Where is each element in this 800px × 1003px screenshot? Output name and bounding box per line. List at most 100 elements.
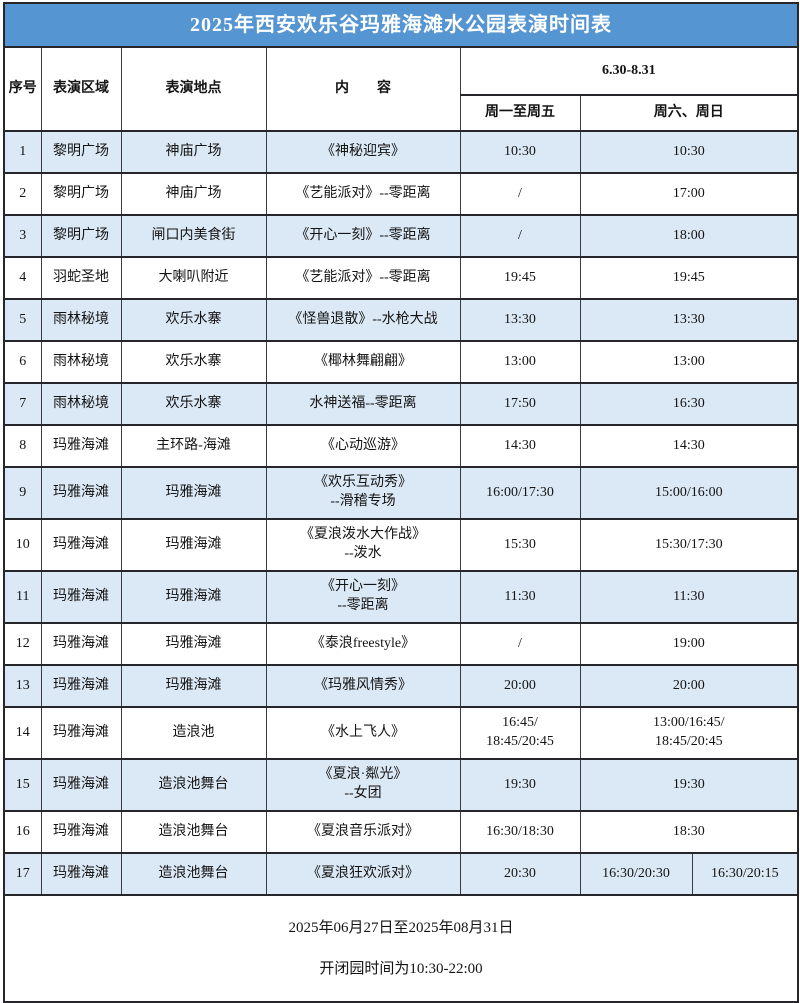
cell-area: 雨林秘境 [40, 298, 122, 342]
column-header-period: 6.30-8.31 [459, 46, 799, 96]
cell-place: 造浪池舞台 [120, 810, 267, 854]
cell-no: 13 [3, 664, 42, 708]
cell-content: 《神秘迎宾》 [265, 130, 461, 174]
cell-place: 欢乐水寨 [120, 340, 267, 384]
cell-weekday-time: 10:30 [459, 130, 581, 174]
cell-no: 10 [3, 518, 42, 572]
cell-area: 雨林秘境 [40, 340, 122, 384]
cell-content: 《心动巡游》 [265, 424, 461, 468]
cell-area: 黎明广场 [40, 130, 122, 174]
cell-weekend-time: 13:00/16:45/ 18:45/20:45 [579, 706, 799, 760]
cell-no: 14 [3, 706, 42, 760]
cell-area: 玛雅海滩 [40, 570, 122, 624]
cell-area: 黎明广场 [40, 172, 122, 216]
cell-place: 欢乐水寨 [120, 298, 267, 342]
cell-content: 《开心一刻》--零距离 [265, 214, 461, 258]
cell-area: 玛雅海滩 [40, 664, 122, 708]
cell-area: 羽蛇圣地 [40, 256, 122, 300]
table-row: 16 玛雅海滩 造浪池舞台 《夏浪音乐派对》 16:30/18:30 18:30 [3, 810, 799, 854]
cell-area: 玛雅海滩 [40, 518, 122, 572]
column-header-area: 表演区域 [40, 46, 122, 132]
page-title: 2025年西安欢乐谷玛雅海滩水公园表演时间表 [3, 2, 799, 48]
header-row-days: 周一至周五 周六、周日 [4, 94, 799, 132]
cell-weekday-time: 20:30 [459, 852, 581, 896]
table-row: 10 玛雅海滩 玛雅海滩 《夏浪泼水大作战》 --泼水 15:30 15:30/… [3, 518, 799, 572]
cell-weekend-time: 14:30 [579, 424, 799, 468]
cell-weekend-time: 15:30/17:30 [579, 518, 799, 572]
cell-weekday-time: 13:30 [459, 298, 581, 342]
cell-weekend-time-a: 16:30/20:30 [579, 852, 693, 896]
cell-place: 玛雅海滩 [120, 518, 267, 572]
column-header-content: 内 容 [265, 46, 461, 132]
cell-place: 欢乐水寨 [120, 382, 267, 426]
column-header-place: 表演地点 [120, 46, 267, 132]
cell-content: 《水上飞人》 [265, 706, 461, 760]
table-row: 8 玛雅海滩 主环路-海滩 《心动巡游》 14:30 14:30 [3, 424, 799, 468]
table-row: 13 玛雅海滩 玛雅海滩 《玛雅风情秀》 20:00 20:00 [3, 664, 799, 708]
table-row: 17 玛雅海滩 造浪池舞台 《夏浪狂欢派对》 20:30 16:30/20:30… [3, 852, 799, 896]
title-bar: 2025年西安欢乐谷玛雅海滩水公园表演时间表 [3, 2, 799, 48]
cell-weekday-time: 14:30 [459, 424, 581, 468]
cell-no: 4 [3, 256, 42, 300]
cell-content: 《怪兽退散》--水枪大战 [265, 298, 461, 342]
table-row: 4 羽蛇圣地 大喇叭附近 《艺能派对》--零距离 19:45 19:45 [3, 256, 799, 300]
cell-weekday-time: 20:00 [459, 664, 581, 708]
table-row: 5 雨林秘境 欢乐水寨 《怪兽退散》--水枪大战 13:30 13:30 [3, 298, 799, 342]
cell-place: 主环路-海滩 [120, 424, 267, 468]
cell-area: 玛雅海滩 [40, 424, 122, 468]
cell-weekend-time: 19:00 [579, 622, 799, 666]
cell-content: 《夏浪泼水大作战》 --泼水 [265, 518, 461, 572]
cell-no: 16 [3, 810, 42, 854]
cell-content: 《夏浪·粼光》 --女团 [265, 758, 461, 812]
cell-weekday-time: 19:30 [459, 758, 581, 812]
cell-content: 《夏浪音乐派对》 [265, 810, 461, 854]
cell-no: 11 [3, 570, 42, 624]
cell-content: 《欢乐互动秀》 --滑稽专场 [265, 466, 461, 520]
cell-place: 造浪池舞台 [120, 852, 267, 896]
cell-weekday-time: / [459, 214, 581, 258]
cell-area: 雨林秘境 [40, 382, 122, 426]
table-row: 11 玛雅海滩 玛雅海滩 《开心一刻》 --零距离 11:30 11:30 [3, 570, 799, 624]
cell-weekday-time: 19:45 [459, 256, 581, 300]
cell-weekend-time: 18:00 [579, 214, 799, 258]
cell-content: 《泰浪freestyle》 [265, 622, 461, 666]
cell-weekend-time: 17:00 [579, 172, 799, 216]
cell-no: 5 [3, 298, 42, 342]
cell-weekend-time: 16:30 [579, 382, 799, 426]
cell-weekday-time: 16:30/18:30 [459, 810, 581, 854]
cell-weekday-time: 16:00/17:30 [459, 466, 581, 520]
cell-no: 17 [3, 852, 42, 896]
performance-schedule-table: 2025年西安欢乐谷玛雅海滩水公园表演时间表 序号 表演区域 表演地点 内 容 … [3, 2, 800, 1003]
cell-weekend-time: 20:00 [579, 664, 799, 708]
cell-weekend-time: 18:30 [579, 810, 799, 854]
footer-note: 2025年06月27日至2025年08月31日 开闭园时间为10:30-22:0… [3, 893, 799, 1003]
table-row: 1 黎明广场 神庙广场 《神秘迎宾》 10:30 10:30 [3, 130, 799, 174]
cell-place: 玛雅海滩 [120, 622, 267, 666]
cell-no: 2 [3, 172, 42, 216]
cell-no: 15 [3, 758, 42, 812]
header-row-top: 序号 表演区域 表演地点 内 容 6.30-8.31 [3, 46, 799, 132]
cell-weekday-time: 11:30 [459, 570, 581, 624]
cell-area: 玛雅海滩 [40, 466, 122, 520]
cell-weekend-time: 13:30 [579, 298, 799, 342]
cell-weekday-time: / [459, 622, 581, 666]
cell-area: 玛雅海滩 [40, 758, 122, 812]
cell-place: 大喇叭附近 [120, 256, 267, 300]
cell-place: 玛雅海滩 [120, 570, 267, 624]
table-row: 12 玛雅海滩 玛雅海滩 《泰浪freestyle》 / 19:00 [3, 622, 799, 666]
cell-weekend-time: 15:00/16:00 [579, 466, 799, 520]
cell-content: 《艺能派对》--零距离 [265, 256, 461, 300]
cell-weekend-time: 19:30 [579, 758, 799, 812]
column-header-no: 序号 [3, 46, 42, 132]
footer-row: 2025年06月27日至2025年08月31日 开闭园时间为10:30-22:0… [3, 893, 799, 1003]
column-header-weekend: 周六、周日 [579, 94, 799, 132]
cell-no: 3 [3, 214, 42, 258]
cell-place: 神庙广场 [120, 172, 267, 216]
cell-area: 玛雅海滩 [40, 852, 122, 896]
table-row: 14 玛雅海滩 造浪池 《水上飞人》 16:45/ 18:45/20:45 13… [3, 706, 799, 760]
cell-content: 《开心一刻》 --零距离 [265, 570, 461, 624]
cell-place: 闸口内美食街 [120, 214, 267, 258]
table-row: 15 玛雅海滩 造浪池舞台 《夏浪·粼光》 --女团 19:30 19:30 [3, 758, 799, 812]
cell-place: 造浪池舞台 [120, 758, 267, 812]
cell-no: 6 [3, 340, 42, 384]
